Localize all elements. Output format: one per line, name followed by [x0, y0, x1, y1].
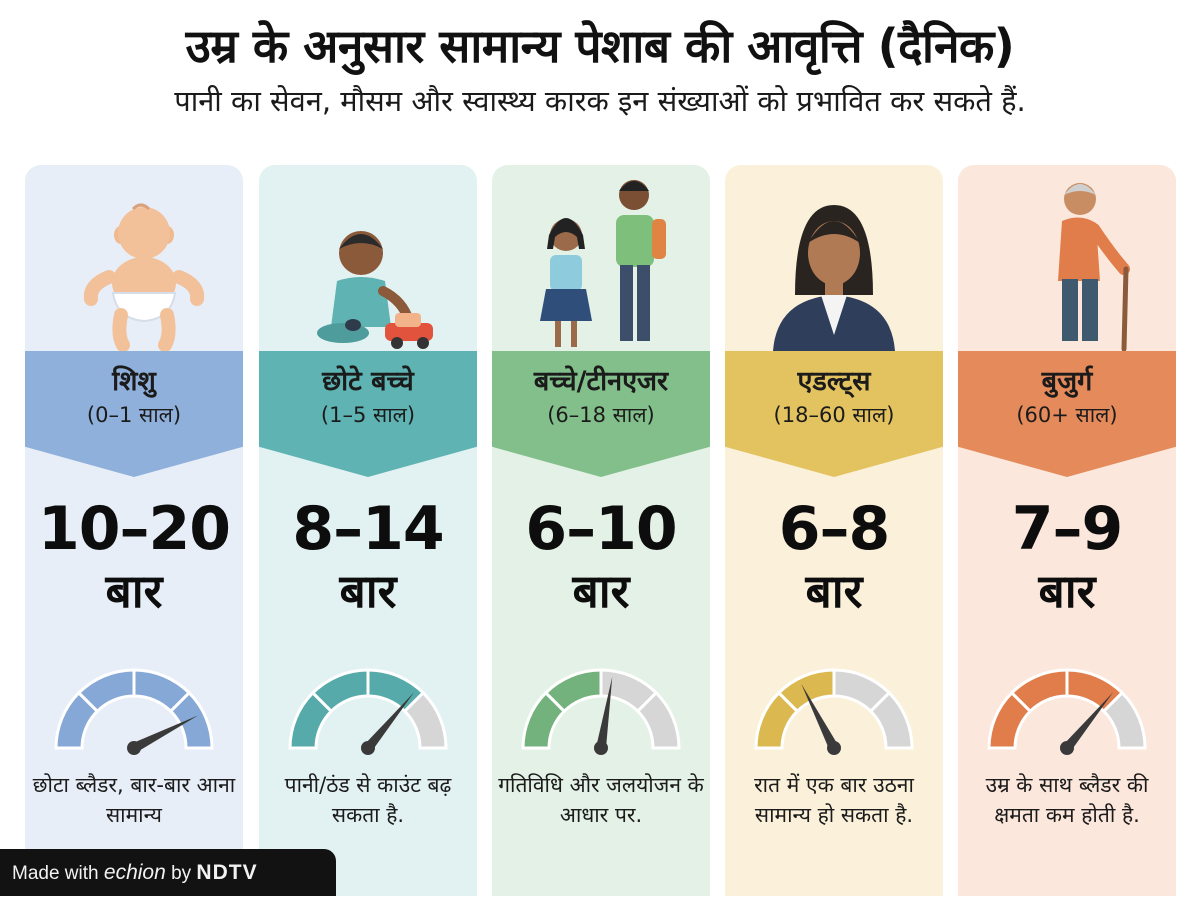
page-subtitle: पानी का सेवन, मौसम और स्वास्थ्य कारक इन … — [174, 84, 1026, 118]
gauge-hub — [127, 741, 141, 755]
daily-frequency: 7–9 बार — [958, 493, 1176, 619]
frequency-range: 7–9 — [1011, 494, 1124, 564]
age-range: (60+ साल) — [1016, 403, 1118, 427]
page-title: उम्र के अनुसार सामान्य पेशाब की आवृत्ति … — [185, 19, 1015, 73]
credit-made-with: Made with — [12, 863, 99, 884]
age-range: (6–18 साल) — [547, 403, 655, 427]
age-note: पानी/ठंड से काउंट बढ़ सकता है. — [284, 773, 452, 827]
age-banner: शिशु (0–1 साल) — [25, 351, 243, 477]
age-note: उम्र के साथ ब्लैडर की क्षमता कम होती है. — [985, 773, 1149, 827]
frequency-range: 8–14 — [292, 494, 444, 564]
gauge-segment — [402, 690, 448, 750]
credit-by: by — [171, 863, 192, 884]
frequency-unit: बार — [572, 564, 630, 618]
frequency-gauge — [754, 668, 914, 755]
age-banner: बुजुर्ग (60+ साल) — [958, 351, 1176, 477]
age-note: छोटा ब्लैडर, बार-बार आना सामान्य — [32, 773, 236, 827]
gauge-needle — [596, 676, 613, 749]
frequency-range: 10–20 — [38, 494, 231, 564]
age-card-infant: शिशु (0–1 साल) 10–20 बार छोटा ब्लैडर, बा… — [25, 165, 243, 896]
age-group-name: बच्चे/टीनएजर — [533, 366, 669, 397]
gauge-needle — [131, 715, 199, 753]
schoolchildren-icon — [540, 180, 666, 347]
gauge-hub — [594, 741, 608, 755]
age-group-cards: शिशु (0–1 साल) 10–20 बार छोटा ब्लैडर, बा… — [25, 165, 1180, 896]
frequency-range: 6–10 — [525, 494, 677, 564]
frequency-unit: बार — [339, 564, 397, 618]
gauge-hub — [361, 741, 375, 755]
frequency-range: 6–8 — [778, 494, 891, 564]
gauge-hub — [1060, 741, 1074, 755]
gauge-needle — [1063, 692, 1113, 752]
age-group-name: छोटे बच्चे — [322, 366, 414, 397]
gauge-needle — [364, 692, 414, 752]
credit-bar: Made with echion by NDTV — [0, 849, 336, 896]
age-group-name: एडल्ट्स — [797, 366, 871, 397]
adult-woman-icon — [773, 205, 895, 351]
age-banner: बच्चे/टीनएजर (6–18 साल) — [492, 351, 710, 477]
frequency-gauge — [521, 668, 681, 755]
age-card-elderly: बुजुर्ग (60+ साल) 7–9 बार उम्र के साथ ब्… — [958, 165, 1176, 896]
age-card-adult: एडल्ट्स (18–60 साल) 6–8 बार रात में एक ब… — [725, 165, 943, 896]
gauge-hub — [827, 741, 841, 755]
toddler-with-toy-car-icon — [317, 231, 433, 349]
frequency-unit: बार — [105, 564, 163, 618]
frequency-gauge — [987, 668, 1147, 755]
daily-frequency: 8–14 बार — [259, 493, 477, 619]
age-banner: छोटे बच्चे (1–5 साल) — [259, 351, 477, 477]
age-card-toddler: छोटे बच्चे (1–5 साल) 8–14 बार पानी/ठंड स… — [259, 165, 477, 896]
gauge-segment — [168, 690, 214, 750]
daily-frequency: 6–8 बार — [725, 493, 943, 619]
daily-frequency: 10–20 बार — [25, 493, 243, 619]
gauge-segment — [635, 690, 681, 750]
echion-logo: echion — [103, 861, 166, 884]
frequency-gauge — [288, 668, 448, 755]
age-group-name: शिशु — [112, 366, 156, 397]
baby-icon — [83, 203, 205, 351]
age-group-name: बुजुर्ग — [1041, 366, 1093, 397]
header: उम्र के अनुसार सामान्य पेशाब की आवृत्ति … — [0, 18, 1200, 120]
age-note: गतिविधि और जलयोजन के आधार पर. — [498, 773, 704, 827]
gauge-segment — [868, 690, 914, 750]
frequency-unit: बार — [1038, 564, 1096, 618]
elderly-man-with-cane-icon — [1058, 183, 1130, 351]
frequency-unit: बार — [805, 564, 863, 618]
age-banner: एडल्ट्स (18–60 साल) — [725, 351, 943, 477]
ndtv-logo: NDTV — [196, 861, 258, 884]
gauge-segment — [1101, 690, 1147, 750]
age-range: (18–60 साल) — [773, 403, 895, 427]
daily-frequency: 6–10 बार — [492, 493, 710, 619]
gauge-needle — [801, 683, 839, 751]
frequency-gauge — [54, 668, 214, 755]
age-note: रात में एक बार उठना सामान्य हो सकता है. — [754, 773, 914, 827]
age-card-teen: बच्चे/टीनएजर (6–18 साल) 6–10 बार गतिविधि… — [492, 165, 710, 896]
age-range: (0–1 साल) — [86, 403, 182, 427]
age-range: (1–5 साल) — [320, 403, 416, 427]
